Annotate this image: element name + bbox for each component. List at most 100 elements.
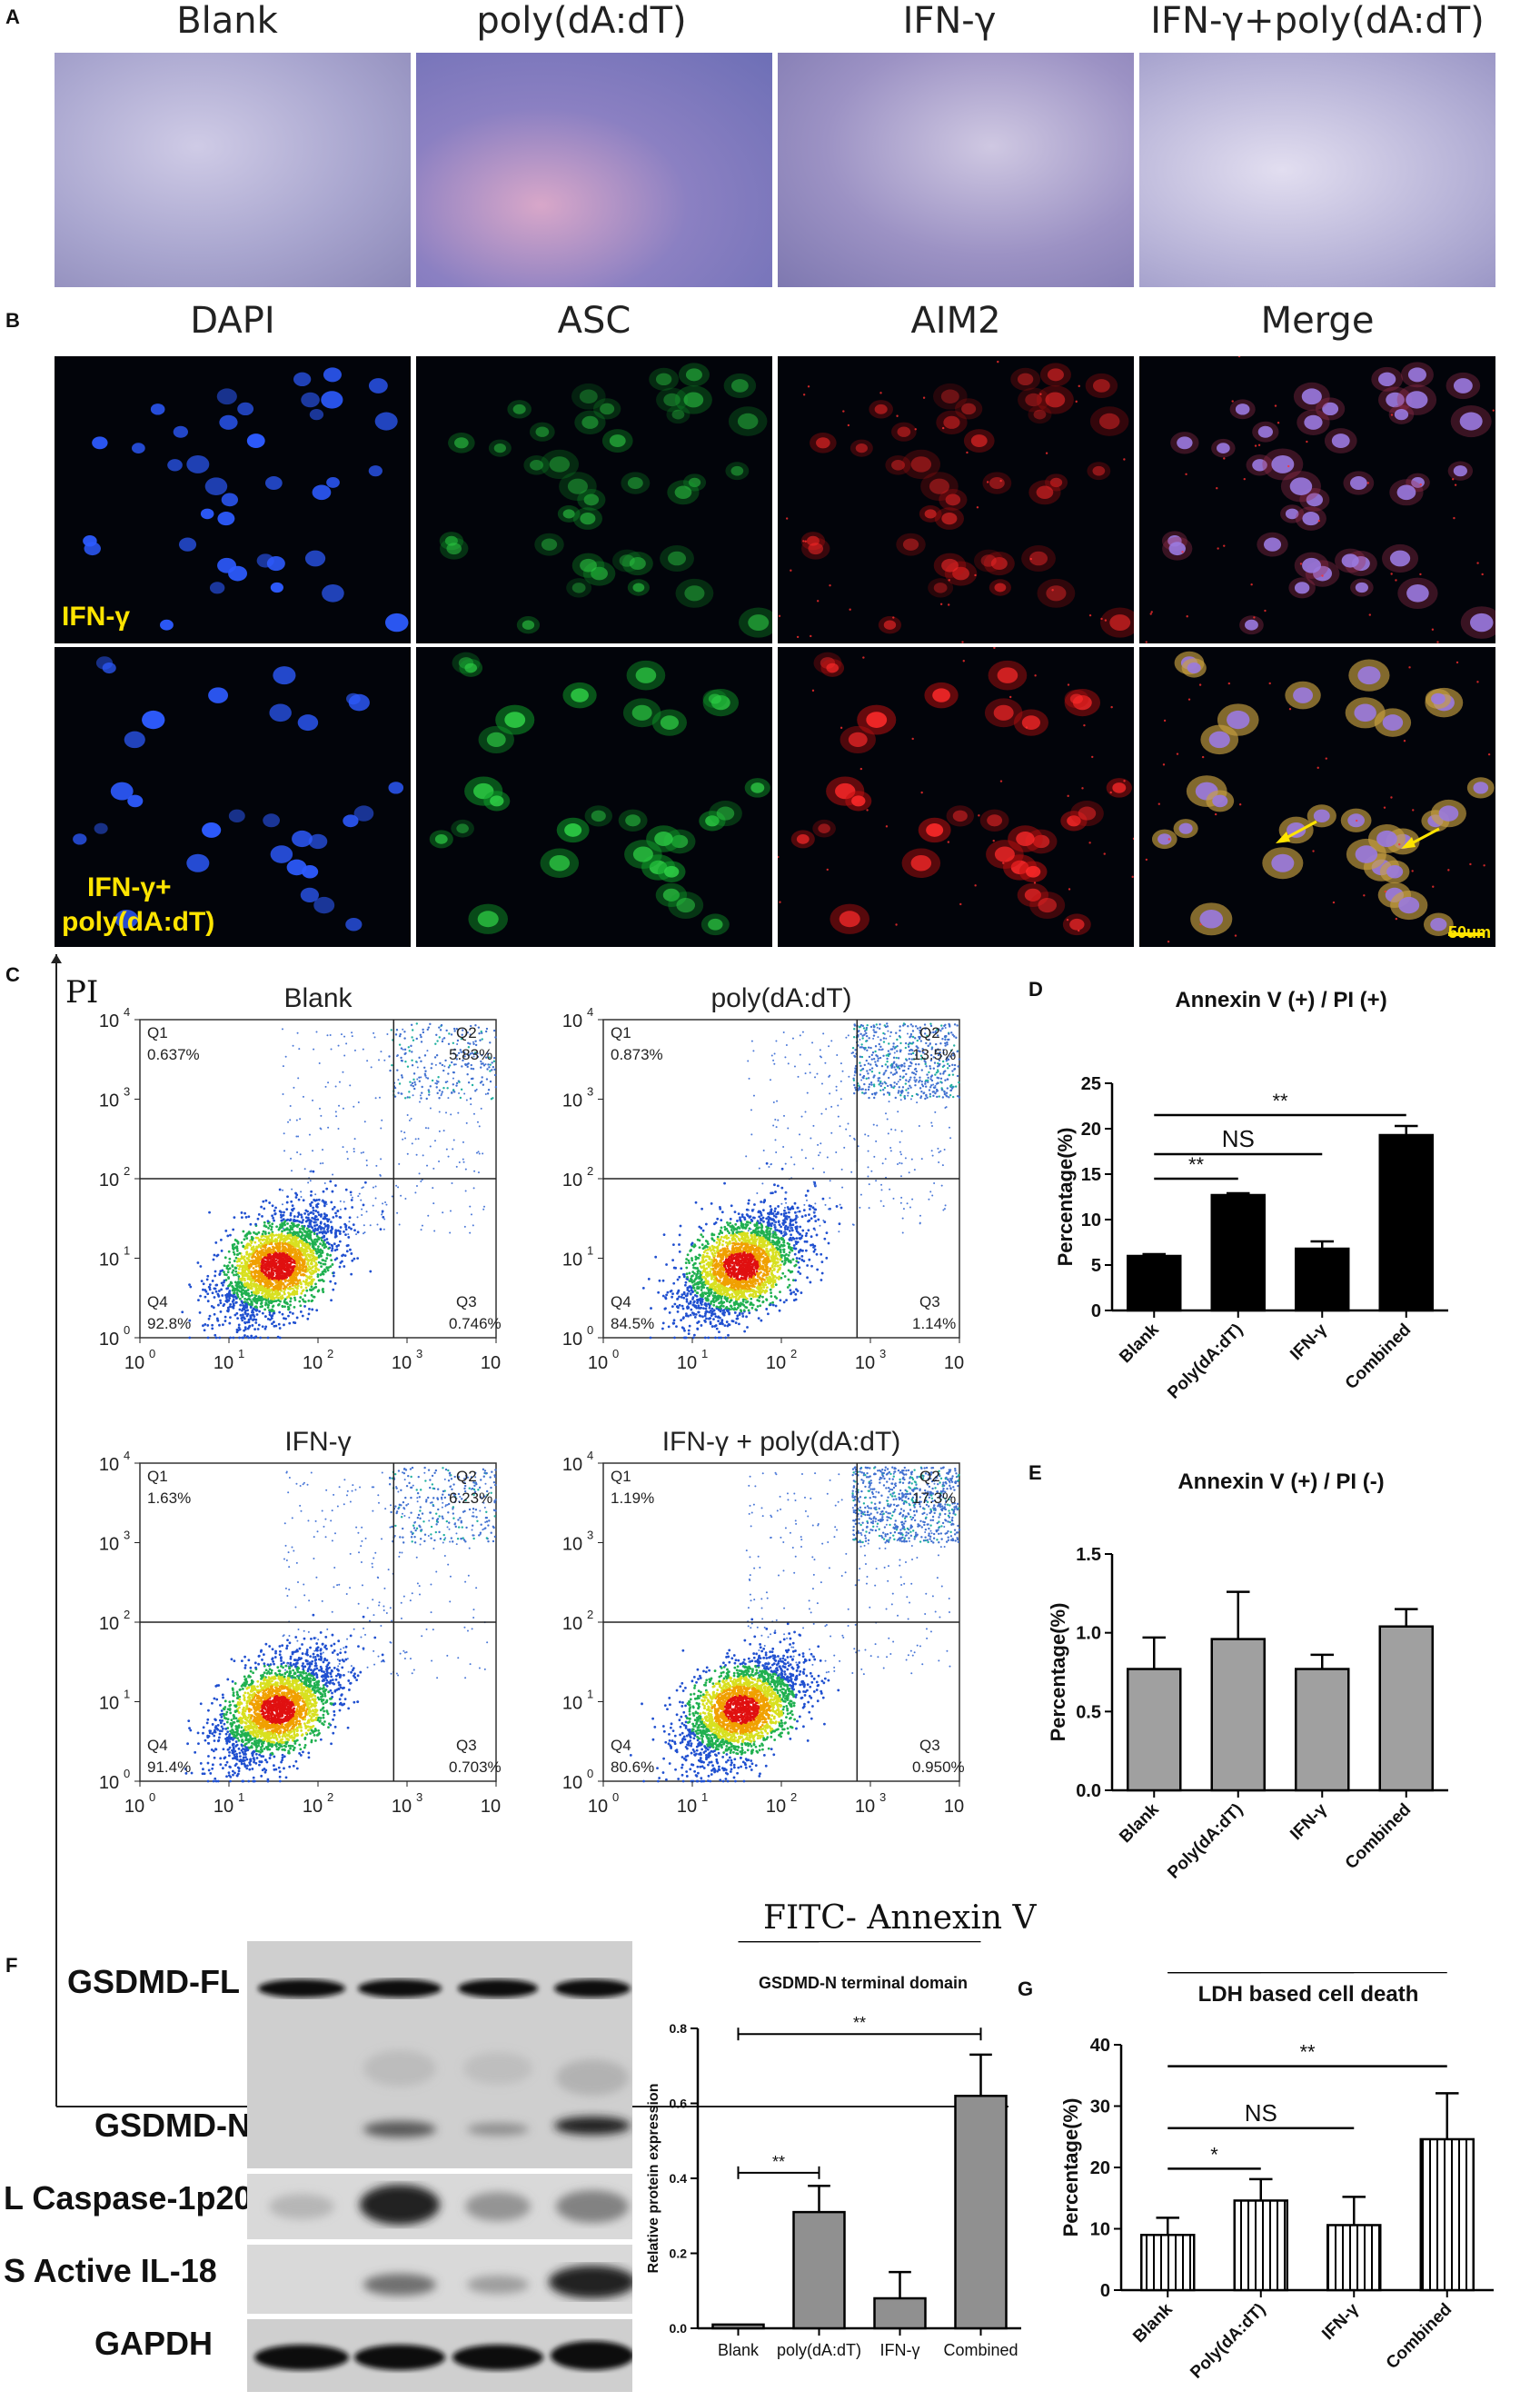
nucleus (209, 582, 225, 594)
event-dot (285, 1270, 289, 1274)
event-dot (252, 1267, 255, 1270)
cell-core (993, 704, 1014, 721)
event-dot (299, 1296, 303, 1299)
event-dot (685, 1298, 689, 1301)
event-dot (475, 1151, 478, 1154)
event-dot (306, 1276, 310, 1280)
event-dot (250, 1302, 253, 1305)
event-dot (319, 1248, 323, 1251)
cell-core (654, 832, 673, 846)
event-dot (343, 1265, 346, 1268)
event-dot (712, 1318, 715, 1321)
event-dot (268, 1224, 272, 1228)
event-dot (282, 1281, 285, 1285)
event-dot (278, 1226, 282, 1230)
event-dot (277, 1276, 281, 1280)
event-dot (242, 1230, 245, 1233)
event-dot (310, 1230, 313, 1234)
event-dot (451, 1182, 453, 1185)
event-dot (438, 1097, 441, 1100)
event-dot (268, 1313, 272, 1316)
event-dot (287, 1314, 290, 1318)
event-dot (410, 1117, 412, 1120)
event-dot (457, 1051, 461, 1054)
event-dot (264, 1243, 268, 1247)
event-dot (243, 1268, 247, 1271)
event-dot (277, 1302, 281, 1306)
event-dot (489, 1041, 492, 1044)
event-dot (706, 1242, 710, 1246)
event-dot (269, 1263, 273, 1267)
nucleus (1187, 662, 1201, 674)
event-dot (404, 1198, 407, 1200)
event-dot (440, 1023, 443, 1027)
event-dot (685, 1272, 689, 1276)
event-dot (293, 1250, 296, 1254)
event-dot (427, 1026, 431, 1029)
event-dot (765, 1225, 769, 1229)
event-dot (256, 1271, 259, 1275)
event-dot (208, 1286, 212, 1290)
cell-core (902, 538, 919, 551)
event-dot (425, 1076, 428, 1079)
event-dot (700, 1233, 703, 1237)
event-dot (774, 1304, 778, 1308)
event-dot (447, 1042, 451, 1045)
event-dot (452, 1083, 455, 1086)
nucleus (178, 537, 197, 552)
cell-body (540, 449, 580, 480)
event-dot (491, 1069, 493, 1071)
cell-body (723, 373, 757, 399)
event-dot (243, 1329, 246, 1332)
event-dot (411, 1081, 414, 1085)
event-dot (734, 1321, 738, 1324)
event-dot (481, 1080, 483, 1083)
speck (1078, 384, 1080, 388)
event-dot (493, 1073, 497, 1077)
event-dot (275, 1225, 278, 1229)
event-dot (412, 1039, 415, 1041)
event-dot (263, 1293, 267, 1297)
event-dot (232, 1228, 235, 1231)
event-dot (248, 1302, 251, 1306)
event-dot (206, 1292, 210, 1296)
event-dot (761, 1295, 764, 1299)
event-dot (416, 1066, 419, 1069)
event-dot (441, 1040, 444, 1043)
event-dot (264, 1254, 268, 1257)
event-dot (716, 1217, 720, 1220)
event-dot (357, 1101, 360, 1103)
event-dot (277, 1297, 280, 1300)
cell-core (910, 854, 932, 872)
event-dot (277, 1322, 281, 1326)
nucleus (142, 710, 165, 730)
event-dot (326, 1253, 329, 1257)
event-dot (232, 1302, 235, 1306)
nucleus (304, 550, 326, 567)
event-dot (273, 1264, 276, 1268)
event-dot (237, 1268, 241, 1270)
event-dot (460, 1088, 463, 1091)
event-dot (709, 1272, 712, 1276)
event-dot (472, 1055, 475, 1058)
event-dot (787, 1253, 790, 1257)
event-dot (322, 1162, 324, 1165)
cell-body (901, 449, 941, 480)
event-dot (306, 1262, 310, 1266)
event-dot (244, 1310, 247, 1312)
event-dot (260, 1205, 263, 1209)
event-dot (790, 1233, 792, 1237)
cell-core (1032, 834, 1050, 849)
event-dot (761, 1300, 765, 1303)
event-dot (254, 1232, 258, 1236)
event-dot (278, 1257, 282, 1260)
cell-core (851, 795, 866, 807)
event-dot (303, 1211, 306, 1215)
event-dot (311, 1299, 314, 1302)
speck (997, 360, 999, 364)
event-dot (280, 1219, 283, 1222)
event-dot (469, 1097, 472, 1101)
speck (922, 396, 926, 399)
event-dot (323, 1270, 327, 1273)
event-dot (248, 1324, 252, 1328)
